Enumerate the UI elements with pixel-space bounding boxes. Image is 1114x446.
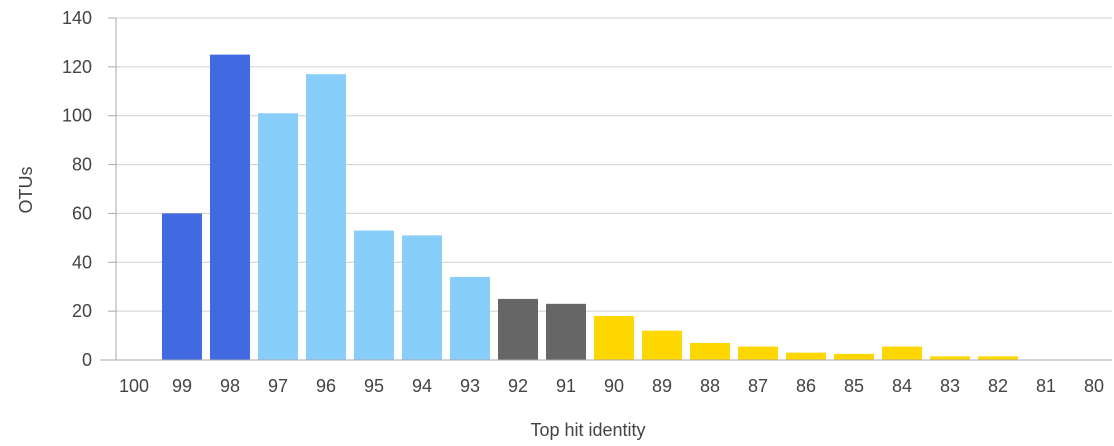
x-tick-label: 94: [412, 376, 432, 396]
bar-83: [930, 356, 970, 360]
bar-96: [306, 74, 346, 360]
bar-84: [882, 346, 922, 360]
bar-91: [546, 303, 586, 360]
bar-87: [738, 346, 778, 360]
x-tick-label: 80: [1084, 376, 1104, 396]
y-tick-label: 20: [72, 301, 92, 321]
bar-97: [258, 113, 298, 361]
x-tick-label: 89: [652, 376, 672, 396]
bar-88: [690, 342, 730, 360]
x-tick-label: 96: [316, 376, 336, 396]
y-tick-label: 40: [72, 252, 92, 272]
bars: [162, 54, 1018, 361]
x-tick-label: 90: [604, 376, 624, 396]
bar-85: [834, 353, 874, 360]
x-tick-label: 85: [844, 376, 864, 396]
x-tick-label: 82: [988, 376, 1008, 396]
x-tick-label: 83: [940, 376, 960, 396]
x-tick-label: 81: [1036, 376, 1056, 396]
bar-92: [498, 298, 538, 360]
y-tick-label: 0: [82, 350, 92, 370]
bar-82: [978, 356, 1018, 360]
x-tick-label: 93: [460, 376, 480, 396]
bar-94: [402, 235, 442, 360]
axes: [100, 17, 1112, 361]
x-tick-label: 100: [119, 376, 149, 396]
x-tick-label: 86: [796, 376, 816, 396]
bar-86: [786, 352, 826, 360]
bar-99: [162, 213, 202, 360]
y-tick-label: 100: [62, 106, 92, 126]
y-tick-label: 80: [72, 155, 92, 175]
x-tick-label: 97: [268, 376, 288, 396]
bar-98: [210, 54, 250, 361]
bar-93: [450, 276, 490, 360]
y-tick-label: 120: [62, 57, 92, 77]
x-tick-labels: 100 99 98 97 96 95 94 93 92 91 90 89 88 87 86 85 84 83 82 8…: [119, 376, 1104, 396]
bar-95: [354, 230, 394, 360]
bar-89: [642, 330, 682, 360]
y-tick-label: 140: [62, 8, 92, 28]
y-tick-labels: 0 20 40 60 80 100 120 140: [62, 8, 92, 370]
x-axis-title: Top hit identity: [530, 420, 645, 440]
bar-90: [594, 316, 634, 360]
x-tick-label: 87: [748, 376, 768, 396]
x-tick-label: 95: [364, 376, 384, 396]
x-tick-label: 91: [556, 376, 576, 396]
y-tick-label: 60: [72, 203, 92, 223]
x-tick-label: 92: [508, 376, 528, 396]
x-tick-label: 88: [700, 376, 720, 396]
x-tick-label: 98: [220, 376, 240, 396]
x-tick-label: 99: [172, 376, 192, 396]
x-tick-label: 84: [892, 376, 912, 396]
y-axis-title: OTUs: [16, 167, 36, 214]
